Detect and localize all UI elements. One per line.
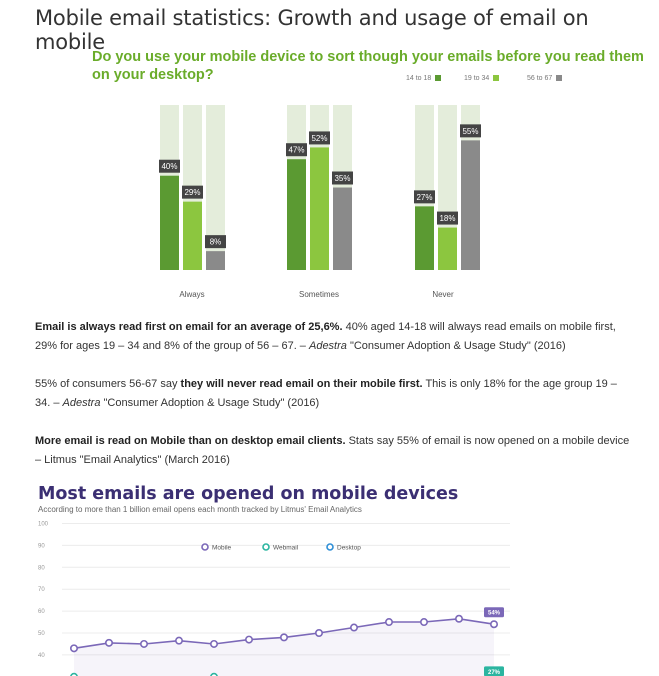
bar [206,251,225,270]
data-point [140,639,149,648]
data-point [210,639,219,648]
paragraph-text: Stats say 55% of email is now opened on … [35,435,630,466]
bar-track [206,105,225,270]
bar-value-badge [309,131,330,145]
bar [183,201,202,270]
paragraph-text: 40% aged 14-18 will always read emails o… [35,321,616,352]
data-point [279,633,288,642]
bar-value-badge [182,185,203,199]
data-point [70,672,78,676]
bar-chart-title-line-2: on your desktop? [92,67,214,83]
bar-value-label: 52% [311,134,327,143]
legend-label: Mobile [212,545,232,552]
paragraph-lead: 55% of consumers 56-67 say [35,378,181,390]
paragraph-bold: they will never read email on their mobi… [180,378,423,390]
bar-value-label: 47% [288,146,304,155]
data-point [419,618,428,627]
legend-label: Webmail [273,545,299,552]
paragraph-source: Adestra [308,340,347,352]
y-tick-label: 60 [38,609,45,615]
paragraph-tail: "Consumer Adoption & Usage Study" (2016) [346,340,566,352]
data-point [314,628,323,637]
data-point [210,672,218,676]
y-tick-label: 40 [38,653,45,659]
end-value-label: 27% [488,670,501,676]
bar-chart-title: Do you use your mobile device to sort th… [92,48,644,84]
data-point [384,618,393,627]
bar-value-badge [332,171,353,185]
data-point [245,635,254,644]
bar-value-label: 55% [462,127,478,136]
page-title: Mobile email statistics: Growth and usag… [35,6,589,54]
bar-value-label: 18% [439,214,455,223]
legend-marker [262,543,270,551]
bar-value-badge [460,124,481,138]
bar-chart-title-line-1: Do you use your mobile device to sort th… [92,49,644,65]
bar-chart: 40% 29% 8% Always 47% 52% 35% Sometimes 27% 18% 55… [159,105,481,299]
line-chart-title: Most emails are opened on mobile devices [38,484,459,504]
paragraph-bold: Email is always read first on email for … [35,321,343,333]
bar-value-badge [286,143,307,157]
paragraph-text: This is only 18% for the age group 19 – … [35,378,617,409]
end-value-badge [484,607,504,618]
y-tick-label: 50 [38,631,45,637]
data-point [349,623,358,632]
series-area [74,618,494,676]
paragraph-never: 55% of consumers 56-67 say they will nev… [35,375,635,413]
bar-value-label: 8% [210,238,222,247]
line-chart-subtitle: According to more than 1 billion email o… [38,505,362,514]
bar-value-label: 35% [334,174,350,183]
x-tick-label: Always [179,290,204,299]
legend-marker [326,543,334,551]
y-tick-label: 70 [38,587,45,593]
end-value-badge [484,666,504,676]
data-point [175,636,184,645]
paragraph-always: Email is always read first on email for … [35,318,635,356]
bar [310,147,329,270]
bar-value-label: 40% [161,162,177,171]
bar-value-badge [205,235,226,249]
paragraph-bold: More email is read on Mobile than on des… [35,435,346,447]
bar [461,140,480,270]
data-point [105,638,114,647]
bar [438,227,457,270]
bar-value-label: 29% [184,188,200,197]
bar [287,159,306,270]
paragraph-tail: "Consumer Adoption & Usage Study" (2016) [100,397,320,409]
bar [333,187,352,270]
bar-value-badge [159,159,180,173]
bar [415,206,434,270]
y-tick-label: 80 [38,565,45,571]
x-tick-label: Sometimes [299,290,339,299]
legend-marker [201,543,209,551]
data-point [489,620,498,629]
legend-label: Desktop [337,545,361,552]
data-point [454,614,463,623]
bar-value-label: 27% [416,193,432,202]
paragraph-mobile: More email is read on Mobile than on des… [35,432,635,470]
x-tick-label: Never [432,290,454,299]
bar [160,175,179,270]
y-tick-label: 90 [38,543,45,549]
y-tick-label: 100 [38,522,49,528]
bar-value-badge [414,190,435,204]
bar-value-badge [437,211,458,225]
paragraph-source: Adestra [62,397,101,409]
end-value-label: 54% [488,611,501,617]
data-point [70,644,79,653]
